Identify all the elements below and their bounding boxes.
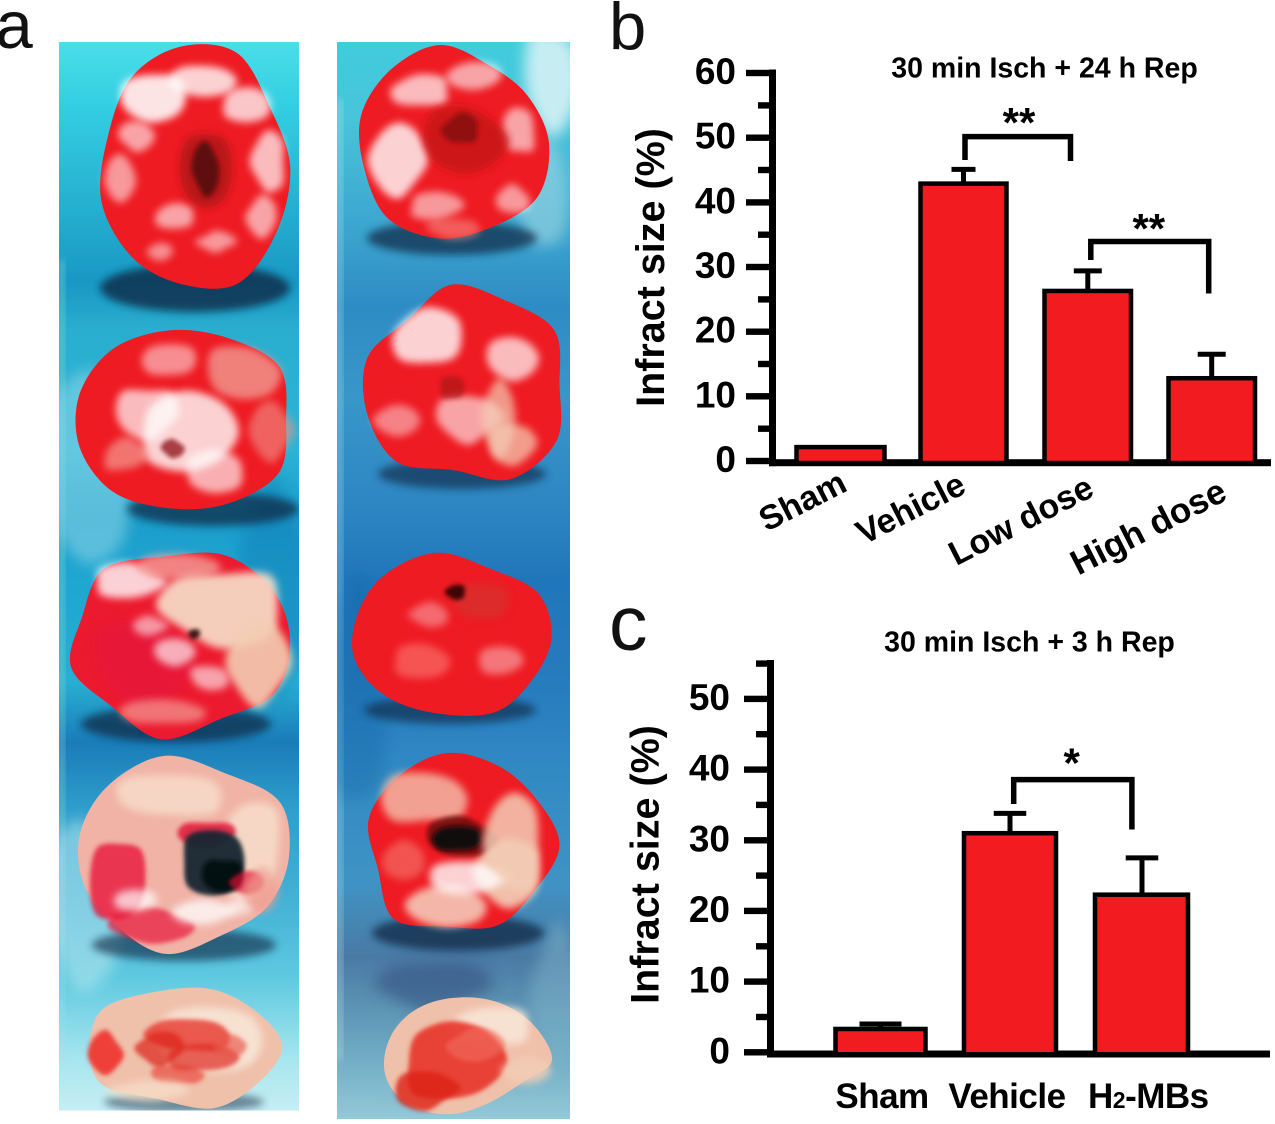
svg-text:50: 50 <box>695 116 736 157</box>
svg-text:20: 20 <box>689 889 730 930</box>
svg-text:**: ** <box>1003 99 1036 146</box>
svg-text:b: b <box>609 0 646 65</box>
svg-text:H2-MBs: H2-MBs <box>1088 1077 1209 1116</box>
svg-text:30: 30 <box>689 818 730 859</box>
svg-text:50: 50 <box>689 677 730 718</box>
svg-text:0: 0 <box>715 439 736 480</box>
svg-text:*: * <box>1064 740 1081 787</box>
svg-text:40: 40 <box>695 180 736 221</box>
svg-text:10: 10 <box>695 374 736 415</box>
svg-text:30 min Isch + 3 h Rep: 30 min Isch + 3 h Rep <box>884 627 1175 659</box>
svg-text:Infract size (%): Infract size (%) <box>624 725 668 1004</box>
svg-text:40: 40 <box>689 748 730 789</box>
svg-text:60: 60 <box>695 51 736 92</box>
svg-text:0: 0 <box>709 1030 730 1071</box>
svg-text:c: c <box>609 581 648 667</box>
svg-text:a: a <box>0 0 34 63</box>
svg-text:**: ** <box>1132 205 1165 252</box>
svg-text:Sham: Sham <box>835 1077 928 1116</box>
svg-text:Infract size (%): Infract size (%) <box>629 128 673 407</box>
svg-text:30 min Isch + 24 h Rep: 30 min Isch + 24 h Rep <box>891 53 1198 85</box>
svg-text:Vehicle: Vehicle <box>948 1077 1065 1116</box>
svg-text:30: 30 <box>695 245 736 286</box>
svg-text:20: 20 <box>695 310 736 351</box>
svg-text:10: 10 <box>689 960 730 1001</box>
